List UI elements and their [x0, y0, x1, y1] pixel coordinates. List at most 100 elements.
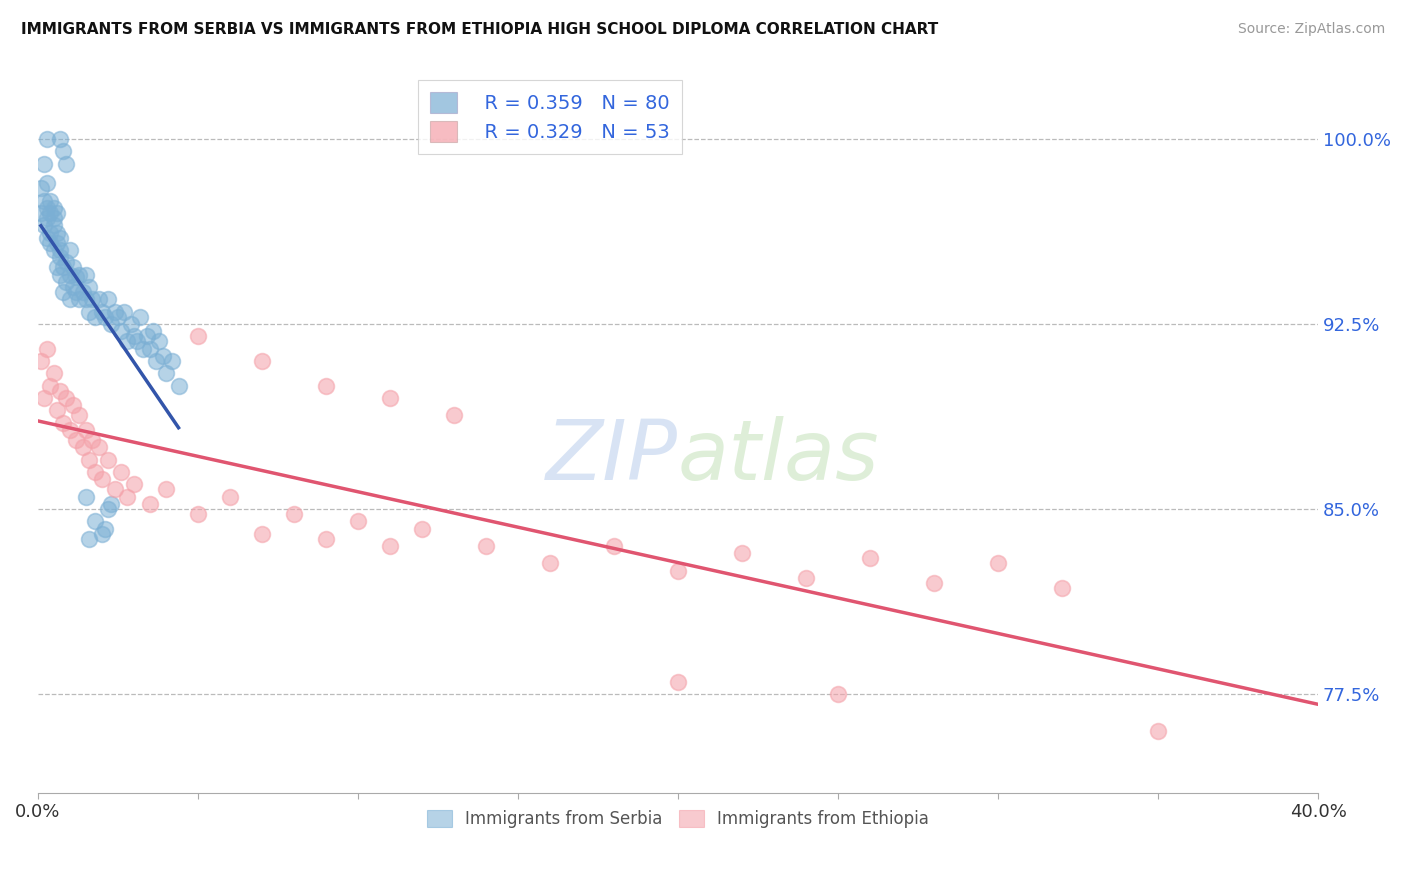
Point	[100, 497, 122, 511]
Point	[538, 556, 561, 570]
Point	[138, 342, 160, 356]
Point	[45, 235, 67, 250]
Point	[107, 310, 129, 324]
Point	[110, 465, 132, 479]
Point	[97, 502, 120, 516]
Point	[138, 497, 160, 511]
Point	[52, 260, 75, 275]
Point	[794, 571, 817, 585]
Text: ZIP: ZIP	[546, 416, 678, 497]
Point	[90, 304, 112, 318]
Point	[90, 472, 112, 486]
Point	[59, 423, 82, 437]
Point	[72, 285, 94, 299]
Point	[475, 539, 498, 553]
Point	[67, 268, 90, 282]
Point	[42, 367, 65, 381]
Point	[167, 378, 190, 392]
Point	[37, 211, 59, 225]
Point	[77, 532, 100, 546]
Point	[72, 441, 94, 455]
Point	[135, 329, 157, 343]
Point	[75, 293, 97, 307]
Point	[100, 317, 122, 331]
Text: Source: ZipAtlas.com: Source: ZipAtlas.com	[1237, 22, 1385, 37]
Point	[132, 342, 155, 356]
Point	[32, 194, 55, 208]
Point	[94, 522, 117, 536]
Point	[103, 304, 125, 318]
Point	[59, 243, 82, 257]
Point	[218, 490, 240, 504]
Point	[75, 423, 97, 437]
Legend: Immigrants from Serbia, Immigrants from Ethiopia: Immigrants from Serbia, Immigrants from …	[420, 803, 936, 834]
Point	[62, 260, 84, 275]
Point	[859, 551, 882, 566]
Point	[82, 293, 104, 307]
Point	[155, 367, 177, 381]
Point	[666, 674, 689, 689]
Point	[187, 329, 209, 343]
Point	[122, 329, 145, 343]
Point	[39, 206, 62, 220]
Point	[97, 293, 120, 307]
Point	[1050, 581, 1073, 595]
Point	[42, 243, 65, 257]
Point	[65, 270, 87, 285]
Point	[49, 251, 72, 265]
Point	[152, 349, 174, 363]
Point	[110, 325, 132, 339]
Point	[65, 433, 87, 447]
Point	[55, 275, 77, 289]
Point	[49, 243, 72, 257]
Point	[84, 310, 107, 324]
Point	[731, 546, 754, 560]
Point	[827, 687, 849, 701]
Point	[55, 255, 77, 269]
Point	[62, 280, 84, 294]
Point	[75, 268, 97, 282]
Point	[59, 268, 82, 282]
Point	[32, 391, 55, 405]
Point	[37, 342, 59, 356]
Point	[37, 231, 59, 245]
Point	[62, 399, 84, 413]
Point	[39, 194, 62, 208]
Point	[145, 354, 167, 368]
Point	[32, 157, 55, 171]
Point	[103, 483, 125, 497]
Point	[1147, 724, 1170, 739]
Point	[77, 304, 100, 318]
Point	[55, 391, 77, 405]
Point	[37, 177, 59, 191]
Point	[37, 201, 59, 215]
Point	[84, 514, 107, 528]
Point	[30, 354, 52, 368]
Point	[49, 132, 72, 146]
Point	[87, 293, 110, 307]
Point	[125, 334, 148, 349]
Point	[77, 452, 100, 467]
Point	[666, 564, 689, 578]
Point	[411, 522, 433, 536]
Point	[84, 465, 107, 479]
Text: IMMIGRANTS FROM SERBIA VS IMMIGRANTS FROM ETHIOPIA HIGH SCHOOL DIPLOMA CORRELATI: IMMIGRANTS FROM SERBIA VS IMMIGRANTS FRO…	[21, 22, 938, 37]
Point	[30, 206, 52, 220]
Point	[45, 260, 67, 275]
Point	[250, 354, 273, 368]
Point	[603, 539, 626, 553]
Point	[52, 416, 75, 430]
Point	[378, 391, 401, 405]
Point	[55, 157, 77, 171]
Point	[75, 490, 97, 504]
Point	[42, 201, 65, 215]
Point	[87, 441, 110, 455]
Point	[120, 317, 142, 331]
Point	[45, 403, 67, 417]
Point	[42, 211, 65, 225]
Point	[250, 526, 273, 541]
Point	[94, 310, 117, 324]
Point	[52, 145, 75, 159]
Point	[37, 132, 59, 146]
Point	[30, 181, 52, 195]
